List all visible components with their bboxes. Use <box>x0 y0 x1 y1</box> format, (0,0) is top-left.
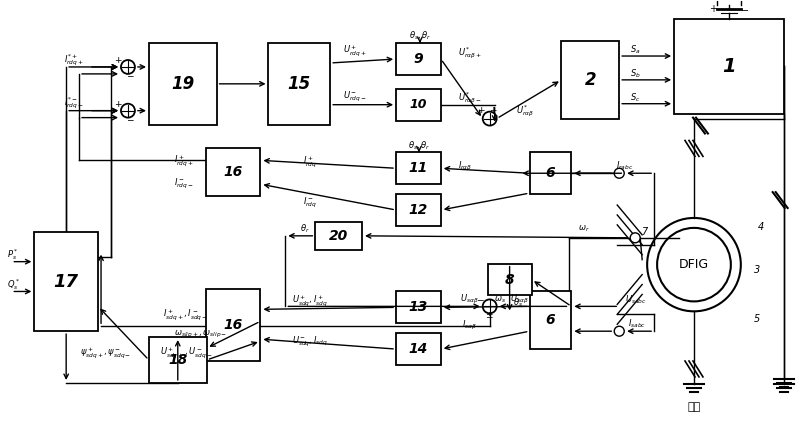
Bar <box>396 43 441 75</box>
Text: 20: 20 <box>329 229 348 243</box>
Text: $I^+_{sdq+}, I^-_{sdq-}$: $I^+_{sdq+}, I^-_{sdq-}$ <box>163 307 208 322</box>
Text: $U^-_{rdq-}$: $U^-_{rdq-}$ <box>343 90 367 104</box>
Text: $I^-_{rdq-}$: $I^-_{rdq-}$ <box>174 177 194 191</box>
Text: 10: 10 <box>410 98 427 111</box>
Text: $S_b$: $S_b$ <box>630 68 641 80</box>
Text: $U^*_{r\alpha\beta+}$: $U^*_{r\alpha\beta+}$ <box>458 45 482 61</box>
Bar <box>562 41 619 119</box>
Text: 12: 12 <box>409 203 428 217</box>
Text: 11: 11 <box>409 161 428 175</box>
Text: 14: 14 <box>409 342 428 356</box>
Text: $U^-_{sdq}, I_{sdq}$: $U^-_{sdq}, I_{sdq}$ <box>292 335 328 349</box>
Text: $I_{rabc}$: $I_{rabc}$ <box>615 159 633 171</box>
Text: $\theta_s$: $\theta_s$ <box>513 296 522 309</box>
Bar <box>396 152 441 184</box>
Text: $U_{sabc}$: $U_{sabc}$ <box>626 293 647 306</box>
Circle shape <box>630 233 640 243</box>
Text: +: + <box>477 106 485 115</box>
Text: $-$: $-$ <box>126 114 134 123</box>
Text: $P^*_s$: $P^*_s$ <box>7 247 19 262</box>
Bar <box>396 194 441 226</box>
Text: 18: 18 <box>168 353 187 367</box>
Text: $\theta_s, \theta_r$: $\theta_s, \theta_r$ <box>409 30 431 43</box>
Bar <box>206 290 261 361</box>
Bar <box>530 152 571 194</box>
Bar <box>674 19 784 114</box>
Circle shape <box>647 218 741 312</box>
Text: +: + <box>114 56 122 66</box>
Text: +: + <box>709 4 717 14</box>
Text: $\omega_r$: $\omega_r$ <box>578 224 590 234</box>
Text: $U^+_{sdq+}, U^-_{sdq-}$: $U^+_{sdq+}, U^-_{sdq-}$ <box>159 346 212 360</box>
Text: 2: 2 <box>585 71 596 89</box>
Text: $-$: $-$ <box>126 70 134 80</box>
Text: $U_{s\alpha\beta}$: $U_{s\alpha\beta}$ <box>461 293 479 306</box>
Bar <box>488 264 531 296</box>
Text: $S_c$: $S_c$ <box>630 91 641 104</box>
Text: +: + <box>114 100 122 109</box>
Text: $S_a$: $S_a$ <box>630 44 641 56</box>
Bar <box>396 89 441 120</box>
Text: 6: 6 <box>546 166 555 180</box>
Text: $\psi^+_{sdq+}, \psi^-_{sdq-}$: $\psi^+_{sdq+}, \psi^-_{sdq-}$ <box>81 346 132 360</box>
Text: $U^+_{rdq+}$: $U^+_{rdq+}$ <box>343 44 367 59</box>
Text: $\theta_s, \theta_r$: $\theta_s, \theta_r$ <box>408 139 430 152</box>
Text: $I_{sabc}$: $I_{sabc}$ <box>628 317 646 330</box>
Text: 9: 9 <box>414 52 423 66</box>
Text: $I^+_{rdq+}$: $I^+_{rdq+}$ <box>174 153 194 168</box>
Text: $U^*_{r\alpha\beta-}$: $U^*_{r\alpha\beta-}$ <box>458 91 482 107</box>
Text: 16: 16 <box>223 165 242 179</box>
Text: $I^{*+}_{rdq+}$: $I^{*+}_{rdq+}$ <box>64 52 84 68</box>
Text: $U_{s\alpha\beta}$: $U_{s\alpha\beta}$ <box>510 293 529 306</box>
Circle shape <box>482 299 497 313</box>
Text: 3: 3 <box>754 265 760 274</box>
Bar <box>149 337 206 383</box>
Text: $I^-_{rdq}$: $I^-_{rdq}$ <box>303 196 318 210</box>
Text: 7: 7 <box>641 227 647 237</box>
Text: $Q^*_s$: $Q^*_s$ <box>7 277 21 292</box>
Bar <box>206 149 261 196</box>
Text: $I^{*-}_{rdq-}$: $I^{*-}_{rdq-}$ <box>64 96 84 112</box>
Text: $-$: $-$ <box>740 4 750 14</box>
Bar <box>149 43 217 125</box>
Circle shape <box>614 326 624 336</box>
Text: $I^+_{rdq}$: $I^+_{rdq}$ <box>303 154 318 169</box>
Circle shape <box>121 60 135 74</box>
Text: 16: 16 <box>223 318 242 332</box>
Bar <box>315 222 362 250</box>
Text: $U^*_{r\alpha\beta}$: $U^*_{r\alpha\beta}$ <box>515 104 534 120</box>
Text: $\omega_s$: $\omega_s$ <box>494 294 506 305</box>
Text: $\theta_r$: $\theta_r$ <box>301 223 310 235</box>
Text: $-$: $-$ <box>477 294 485 303</box>
Circle shape <box>657 228 731 301</box>
Text: 8: 8 <box>505 272 514 287</box>
Text: +: + <box>489 106 497 115</box>
Circle shape <box>614 168 624 178</box>
Text: $I_{s\alpha\beta}$: $I_{s\alpha\beta}$ <box>462 319 478 332</box>
Text: $\pm$: $\pm$ <box>486 310 494 320</box>
Text: 13: 13 <box>409 300 428 314</box>
Text: 4: 4 <box>758 222 764 232</box>
Text: 19: 19 <box>171 75 194 93</box>
Text: 17: 17 <box>54 272 78 290</box>
Bar <box>530 291 571 349</box>
Text: $\omega_{slip+}, \omega_{slip-}$: $\omega_{slip+}, \omega_{slip-}$ <box>174 329 227 340</box>
Bar <box>34 232 98 331</box>
Bar <box>396 333 441 365</box>
Bar <box>269 43 330 125</box>
Circle shape <box>121 104 135 117</box>
Text: $U^+_{sdq}, I^+_{sdq}$: $U^+_{sdq}, I^+_{sdq}$ <box>292 293 328 308</box>
Text: 电网: 电网 <box>687 402 701 412</box>
Text: 6: 6 <box>546 313 555 327</box>
Text: 5: 5 <box>754 314 760 324</box>
Text: $I_{r\alpha\beta}$: $I_{r\alpha\beta}$ <box>458 160 472 173</box>
Circle shape <box>482 112 497 125</box>
Text: DFIG: DFIG <box>679 258 709 271</box>
Text: 15: 15 <box>288 75 311 93</box>
Bar <box>396 291 441 323</box>
Text: 1: 1 <box>722 57 736 76</box>
